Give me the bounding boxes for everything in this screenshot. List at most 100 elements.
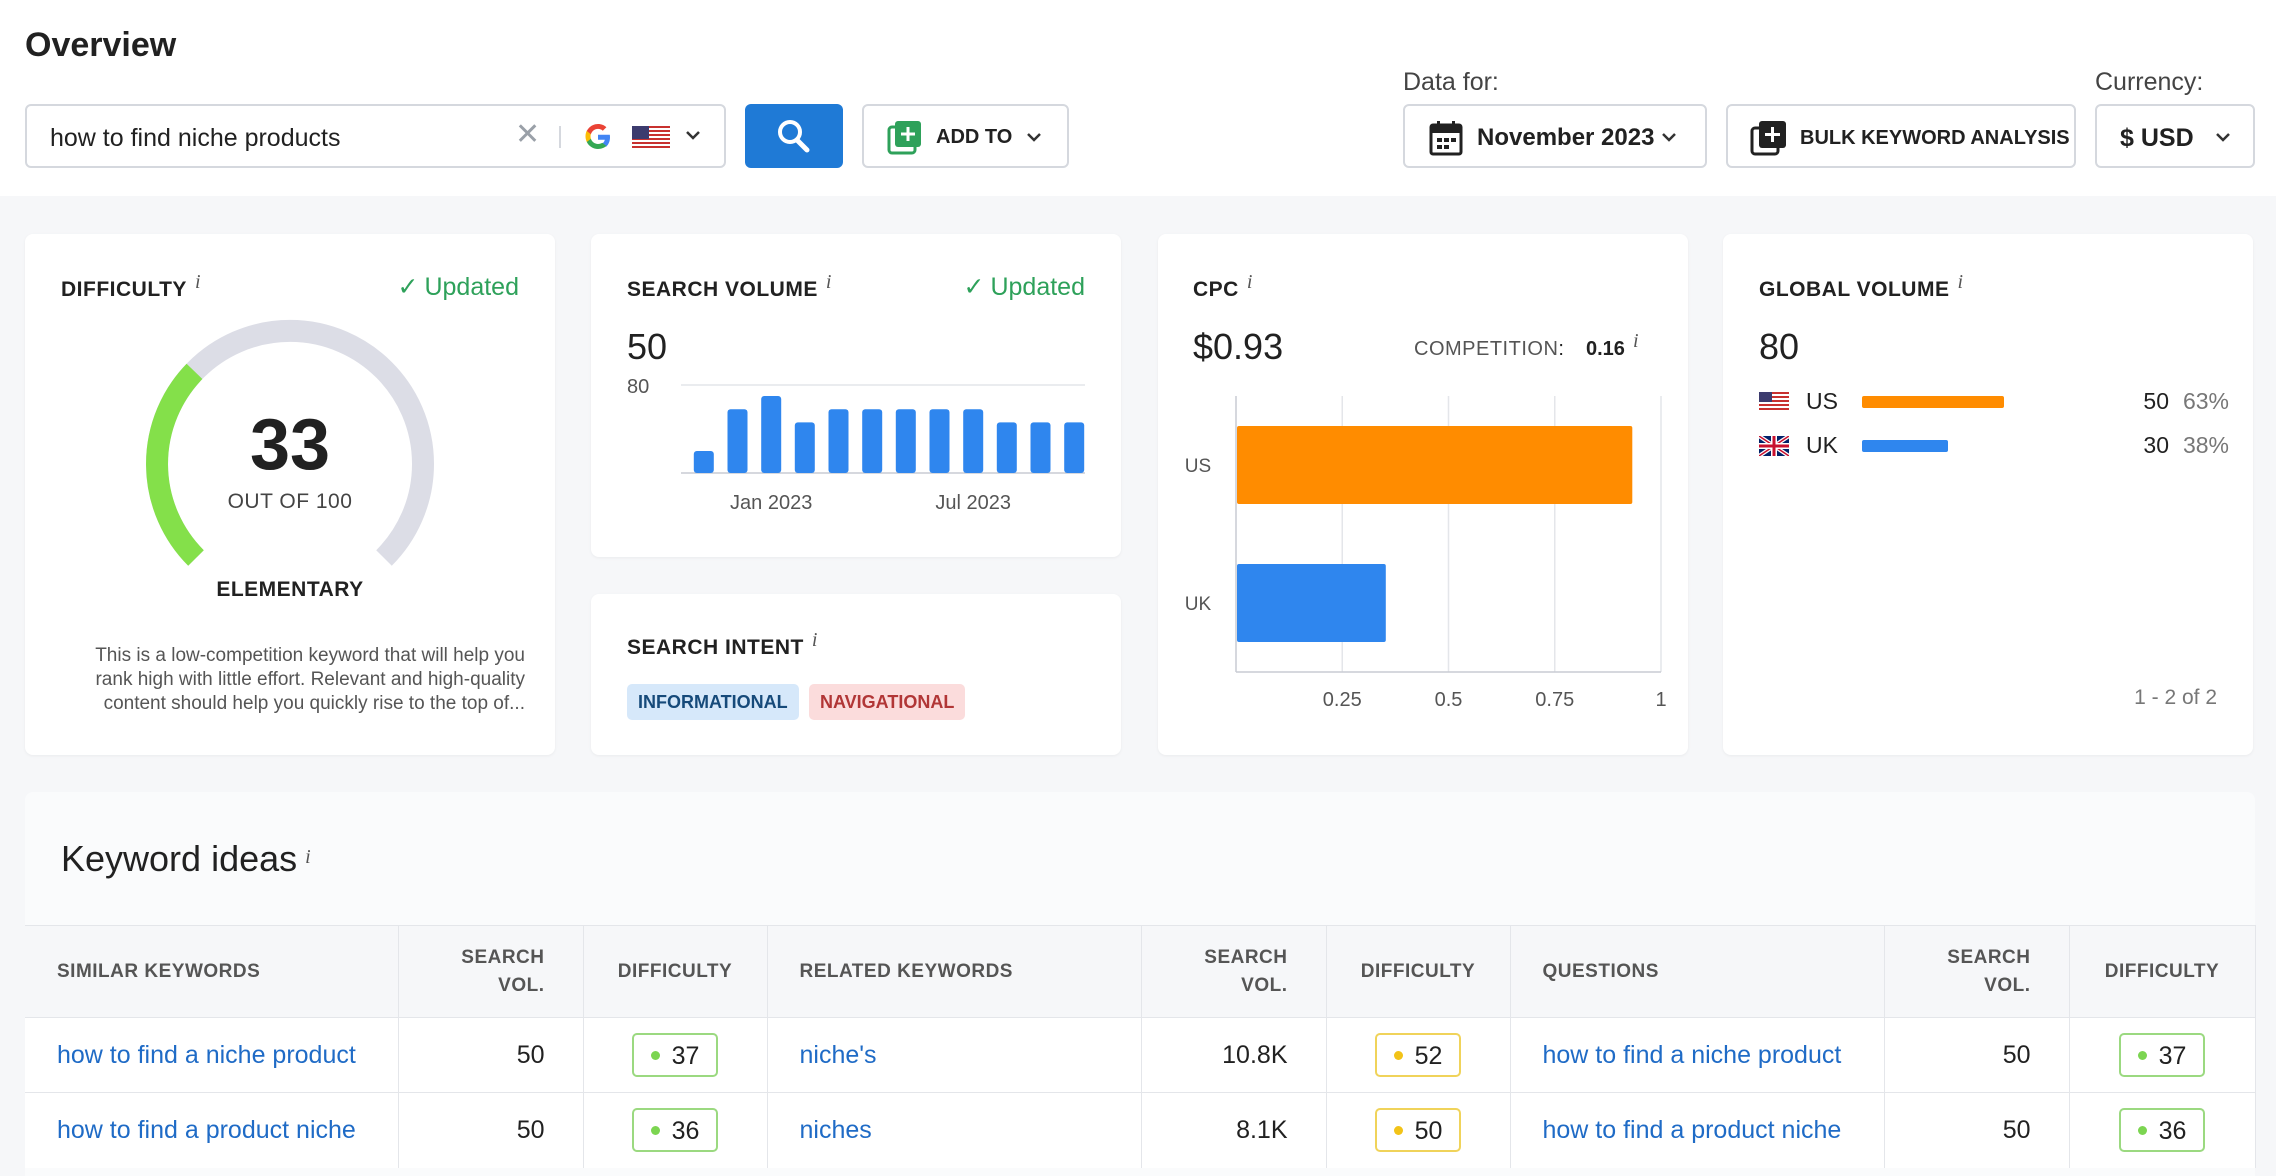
x-tick-label: 0.5 xyxy=(1435,689,1463,711)
search-vol-header[interactable]: SEARCH VOL. xyxy=(1141,925,1327,1018)
country-share: 38% xyxy=(2182,432,2229,458)
similar-keywords-header[interactable]: SIMILAR KEYWORDS xyxy=(25,925,399,1018)
cpc-value: $0.93 xyxy=(1193,326,1284,367)
cpc-bar[interactable] xyxy=(1237,564,1386,642)
difficulty-dot xyxy=(2137,1051,2147,1060)
keyword-search-input[interactable]: how to find niche products ✕ xyxy=(25,104,726,168)
search-volume-chart: 80 Jan 2023 Jul 2023 xyxy=(627,376,1085,514)
cpc-card: CPC i $0.93 COMPETITION: 0.16 i 0.25 0.5 0.7… xyxy=(1158,234,1688,755)
x-tick-label: 0.75 xyxy=(1535,689,1574,711)
question-keyword-difficulty: 36 xyxy=(2069,1092,2256,1168)
info-icon[interactable]: i xyxy=(305,846,311,868)
calendar-icon xyxy=(1429,121,1463,156)
clear-icon[interactable]: ✕ xyxy=(515,118,541,151)
difficulty-dot xyxy=(1393,1126,1403,1136)
intent-tag-informational: INFORMATIONAL xyxy=(627,684,799,720)
related-keyword-link[interactable]: niches xyxy=(767,1092,1142,1168)
info-icon[interactable]: i xyxy=(1632,330,1639,352)
currency-select[interactable]: $ USD xyxy=(2095,104,2255,168)
difficulty-title-text: DIFFICULTY xyxy=(61,278,187,301)
similar-keyword-link[interactable]: how to find a niche product xyxy=(25,1017,399,1093)
similar-keyword-link[interactable]: how to find a product niche xyxy=(25,1092,399,1168)
question-keyword-link[interactable]: how to find a niche product xyxy=(1510,1017,1885,1093)
volume-share-bar xyxy=(1862,396,2004,408)
search-volume-card: SEARCH VOLUME i ✓ Updated 50 80 Jan 2023 Jul… xyxy=(591,234,1121,557)
related-keywords-header[interactable]: RELATED KEYWORDS xyxy=(767,925,1142,1018)
date-select[interactable]: November 2023 xyxy=(1403,104,1707,168)
global-volume-row-uk[interactable]: UK 30 38% xyxy=(1759,430,2229,460)
question-keyword-link[interactable]: how to find a product niche xyxy=(1510,1092,1885,1168)
search-vol-header-line1: SEARCH xyxy=(1204,946,1288,968)
volume-bar[interactable] xyxy=(1064,422,1085,473)
difficulty-description: This is a low-competition keyword that w… xyxy=(95,645,525,714)
volume-bar[interactable] xyxy=(862,409,883,473)
google-icon[interactable] xyxy=(583,122,613,152)
us-flag-icon[interactable] xyxy=(632,126,670,150)
difficulty-badge: 50 xyxy=(1375,1108,1461,1153)
difficulty-badge: 36 xyxy=(2119,1108,2205,1153)
volume-bar[interactable] xyxy=(929,409,950,473)
global-volume-row-us[interactable]: US 50 63% xyxy=(1759,386,2229,416)
cpc-bar[interactable] xyxy=(1237,426,1633,504)
chevron-down-icon[interactable] xyxy=(683,120,703,150)
volume-bar[interactable] xyxy=(1030,422,1051,473)
related-keyword-volume: 10.8K xyxy=(1141,1017,1327,1093)
difficulty-header[interactable]: DIFFICULTY xyxy=(1326,925,1511,1018)
keyword-ideas-title-text: Keyword ideas xyxy=(61,838,298,879)
add-to-button[interactable]: ADD TO xyxy=(862,104,1069,168)
x-tick-label: 0.25 xyxy=(1323,689,1362,711)
similar-keyword-volume: 50 xyxy=(398,1017,584,1093)
search-query-text[interactable]: how to find niche products xyxy=(50,124,341,152)
info-icon[interactable]: i xyxy=(1246,271,1253,293)
chevron-down-icon xyxy=(1027,133,1041,142)
questions-header[interactable]: QUESTIONS xyxy=(1510,925,1885,1018)
volume-bar[interactable] xyxy=(761,396,782,473)
y-tick-label: 80 xyxy=(627,376,649,398)
related-keyword-volume: 8.1K xyxy=(1141,1092,1327,1168)
search-icon xyxy=(778,120,810,153)
global-volume-title: GLOBAL VOLUME i xyxy=(1759,271,1964,302)
us-flag-icon xyxy=(1759,392,1789,412)
search-button[interactable] xyxy=(745,104,843,168)
volume-bar[interactable] xyxy=(794,422,815,473)
volume-bar[interactable] xyxy=(693,451,714,473)
global-volume-title-text: GLOBAL VOLUME xyxy=(1759,278,1950,301)
x-tick-label: Jan 2023 xyxy=(730,492,812,514)
x-tick-label: 1 xyxy=(1655,689,1666,711)
global-volume-card: GLOBAL VOLUME i 80 US 50 63% UK 30 38% 1 … xyxy=(1723,234,2253,755)
keyword-ideas-title: Keyword ideas i xyxy=(61,838,311,880)
cpc-title: CPC i xyxy=(1193,271,1253,302)
updated-status: ✓ Updated xyxy=(964,272,1085,302)
volume-bar[interactable] xyxy=(996,422,1017,473)
add-to-label: ADD TO xyxy=(936,126,1013,148)
related-keyword-link[interactable]: niche's xyxy=(767,1017,1142,1093)
volume-bar[interactable] xyxy=(963,409,984,473)
question-keyword-volume: 50 xyxy=(1884,1017,2070,1093)
search-vol-header[interactable]: SEARCH VOL. xyxy=(1884,925,2070,1018)
search-vol-header[interactable]: SEARCH VOL. xyxy=(398,925,584,1018)
updated-label: Updated xyxy=(990,273,1085,301)
volume-bar[interactable] xyxy=(828,409,849,473)
difficulty-header[interactable]: DIFFICULTY xyxy=(2069,925,2256,1018)
difficulty-level: ELEMENTARY xyxy=(216,578,364,601)
bulk-keyword-analysis-button[interactable]: BULK KEYWORD ANALYSIS xyxy=(1726,104,2076,168)
info-icon[interactable]: i xyxy=(1957,271,1964,293)
volume-bar[interactable] xyxy=(727,409,748,473)
difficulty-header[interactable]: DIFFICULTY xyxy=(583,925,768,1018)
info-icon[interactable]: i xyxy=(194,271,201,293)
difficulty-dot xyxy=(1393,1051,1403,1060)
difficulty-badge-value: 37 xyxy=(2158,1042,2187,1070)
intent-tag-navigational: NAVIGATIONAL xyxy=(809,684,966,720)
info-icon[interactable]: i xyxy=(825,271,832,293)
info-icon[interactable]: i xyxy=(811,629,818,651)
related-keyword-difficulty: 50 xyxy=(1326,1092,1511,1168)
difficulty-dot xyxy=(650,1051,660,1060)
difficulty-badge-value: 36 xyxy=(671,1117,700,1146)
gauge-fill xyxy=(146,363,204,566)
search-volume-title: SEARCH VOLUME i xyxy=(627,271,832,302)
search-vol-header-line1: SEARCH xyxy=(461,946,545,968)
top-bar: Overview how to find niche products ✕ xyxy=(0,0,2276,196)
volume-bar[interactable] xyxy=(895,409,916,473)
difficulty-badge-value: 37 xyxy=(671,1042,700,1070)
category-label: US xyxy=(1185,456,1211,477)
